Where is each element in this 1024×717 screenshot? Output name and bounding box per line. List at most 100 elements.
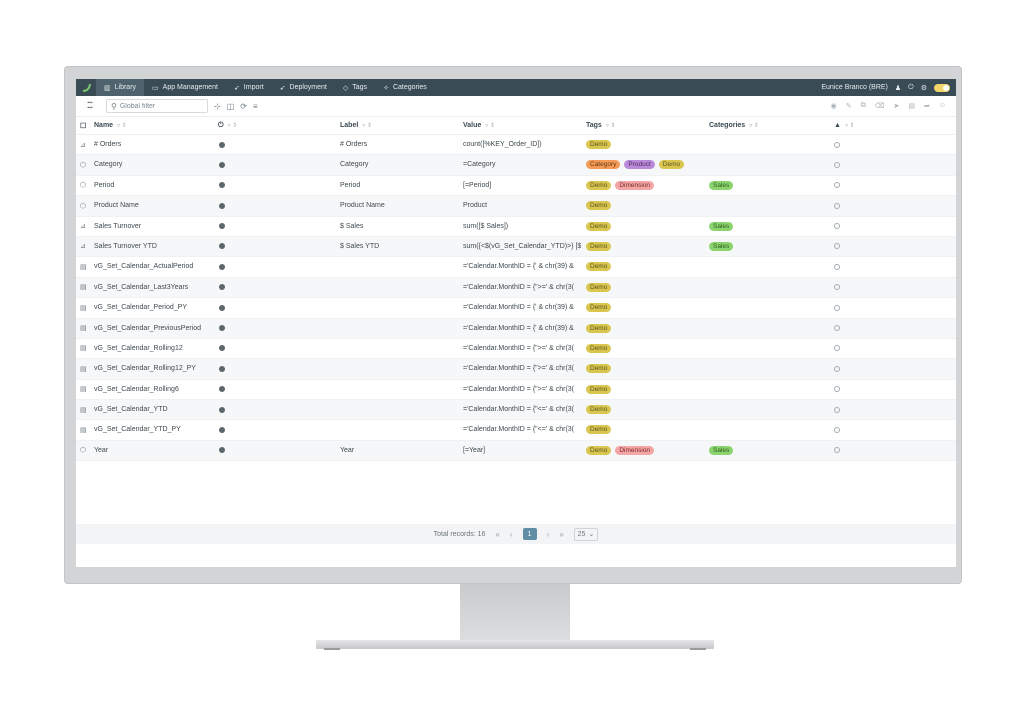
tag-badge[interactable]: Demo — [658, 160, 685, 170]
tag-badge[interactable]: Demo — [586, 405, 612, 415]
published-status[interactable] — [834, 278, 844, 297]
radio-indicator[interactable] — [834, 345, 840, 352]
table-row[interactable]: ▤ vG_Set_Calendar_Last3Years ='Calendar.Mo… — [76, 277, 956, 299]
column-value[interactable]: Value ▿ ⇕ — [463, 122, 495, 129]
radio-indicator[interactable] — [834, 161, 840, 168]
filter-icon[interactable]: ▿ ⇕ — [117, 123, 127, 129]
user-assign-icon[interactable]: ☺ — [938, 102, 946, 109]
published-column-icon[interactable]: ▲ ▿ ⇕ — [834, 122, 855, 129]
tag-badge[interactable]: Demo — [586, 180, 612, 190]
column-tags[interactable]: Tags ▿ ⇕ — [586, 122, 616, 129]
table-row[interactable]: ⊿ Sales Turnover $ Sales sum([$ Sales]) Demo… — [76, 217, 956, 237]
radio-indicator[interactable] — [834, 182, 840, 189]
table-row[interactable]: ▤ vG_Set_Calendar_YTD_PY ='Calendar.MonthI… — [76, 420, 956, 441]
radio-indicator[interactable] — [834, 304, 840, 311]
prev-page-icon[interactable]: ‹ — [509, 529, 513, 539]
tag-badge[interactable]: Demo — [586, 384, 612, 394]
filter-icon[interactable]: ▿ ⇕ — [362, 123, 373, 129]
row-name[interactable]: # Orders — [94, 141, 122, 148]
nav-item-1[interactable]: ▭ App Management — [144, 79, 226, 96]
table-row[interactable]: ▤ vG_Set_Calendar_ActualPeriod ='Calendar.… — [76, 257, 956, 278]
tag-badge[interactable]: Product — [624, 160, 655, 170]
nav-item-4[interactable]: ◇ Tags — [335, 79, 375, 96]
column-label[interactable]: Label ▿ ⇕ — [340, 122, 372, 129]
tag-badge[interactable]: Demo — [586, 323, 612, 333]
filter-icon[interactable]: ▿ ⇕ — [844, 123, 855, 129]
row-name[interactable]: Period — [94, 181, 115, 189]
filter-clear-icon[interactable]: ⊹ — [214, 101, 221, 111]
category-badge[interactable]: Sales — [709, 180, 734, 190]
tag-badge[interactable]: Demo — [586, 201, 612, 211]
published-status[interactable] — [834, 319, 844, 338]
tag-badge[interactable]: Demo — [586, 364, 612, 374]
radio-indicator[interactable] — [834, 284, 840, 291]
row-name[interactable]: Category — [94, 161, 123, 169]
column-categories[interactable]: Categories ▿ ⇕ — [709, 122, 759, 129]
radio-indicator[interactable] — [834, 426, 840, 433]
tag-badge[interactable]: Demo — [586, 282, 612, 292]
radio-indicator[interactable] — [834, 223, 840, 230]
published-status[interactable] — [834, 217, 844, 236]
filter-icon[interactable]: ▿ ⇕ — [749, 123, 759, 129]
published-status[interactable] — [834, 420, 844, 439]
global-filter-input[interactable] — [119, 102, 198, 110]
published-status[interactable] — [834, 237, 844, 256]
copy-icon[interactable]: ⧉ — [860, 102, 866, 109]
published-status[interactable] — [834, 441, 844, 460]
select-all-checkbox[interactable]: ☐ — [80, 122, 87, 130]
category-badge[interactable]: Sales — [709, 241, 734, 251]
tag-badge[interactable]: Demo — [586, 262, 612, 272]
category-badge[interactable]: Sales — [709, 221, 734, 231]
row-name[interactable]: vG_Set_Calendar_Last3Years — [94, 283, 189, 291]
edit-icon[interactable]: ✎ — [845, 103, 852, 110]
tag-badge[interactable]: Demo — [586, 221, 612, 231]
radio-indicator[interactable] — [834, 263, 840, 270]
published-status[interactable] — [834, 339, 844, 358]
tag-badge[interactable]: Dimension — [615, 180, 655, 190]
list-settings-icon[interactable]: ≡ — [252, 101, 258, 111]
nav-item-3[interactable]: ➶ Deployment — [272, 79, 335, 96]
table-row[interactable]: ⊿ # Orders # Orders count([%KEY_Order_ID]) D… — [76, 135, 956, 156]
published-status[interactable] — [834, 380, 844, 399]
column-name[interactable]: Name ▿ ⇕ — [94, 122, 127, 129]
row-name[interactable]: Year — [94, 446, 109, 454]
row-name[interactable]: vG_Set_Calendar_Rolling12_PY — [94, 365, 196, 373]
table-row[interactable]: ⬡ Period Period [=Period] Demo Dimension Sales — [76, 176, 956, 197]
row-name[interactable]: Sales Turnover — [94, 222, 142, 230]
filter-icon[interactable]: ▿ ⇕ — [227, 123, 238, 129]
row-name[interactable]: vG_Set_Calendar_Rolling12 — [94, 344, 183, 352]
table-row[interactable]: ⬡ Year Year [=Year] Demo Dimension Sales — [76, 440, 956, 462]
table-row[interactable]: ⬡ Product Name Product Name Product Demo — [76, 196, 956, 217]
radio-indicator[interactable] — [834, 447, 840, 454]
published-status[interactable] — [834, 298, 844, 317]
row-name[interactable]: Sales Turnover YTD — [94, 242, 157, 250]
user-name[interactable]: Eunice Branco (BRE) — [821, 84, 888, 91]
radio-indicator[interactable] — [834, 243, 840, 250]
tag-badge[interactable]: Demo — [586, 241, 612, 251]
global-filter[interactable]: ⚲ — [106, 99, 208, 113]
category-badge[interactable]: Sales — [709, 445, 734, 455]
columns-icon[interactable]: ◫ — [226, 101, 235, 111]
tag-badge[interactable]: Demo — [586, 343, 612, 353]
table-row[interactable]: ▤ vG_Set_Calendar_Period_PY ='Calendar.Mon… — [76, 298, 956, 319]
radio-indicator[interactable] — [834, 386, 840, 393]
view-icon[interactable]: ◉ — [830, 103, 837, 110]
row-name[interactable]: vG_Set_Calendar_ActualPeriod — [94, 263, 194, 271]
table-row[interactable]: ▤ vG_Set_Calendar_Rolling12_PY ='Calendar.… — [76, 359, 956, 380]
radio-indicator[interactable] — [834, 365, 840, 372]
radio-indicator[interactable] — [834, 202, 840, 209]
table-row[interactable]: ⬡ Category Category =Category Category Produc… — [76, 155, 956, 176]
current-page-button[interactable]: 1 — [522, 528, 537, 540]
table-row[interactable]: ▤ vG_Set_Calendar_Rolling12 ='Calendar.Mon… — [76, 339, 956, 360]
radio-indicator[interactable] — [834, 325, 840, 332]
status-column-icon[interactable]: ⏻ ▿ ⇕ — [218, 121, 238, 130]
row-name[interactable]: vG_Set_Calendar_PreviousPeriod — [94, 324, 202, 332]
nav-item-5[interactable]: ✧ Categories — [375, 79, 435, 96]
table-row[interactable]: ▤ vG_Set_Calendar_PreviousPeriod ='Calenda… — [76, 318, 956, 339]
gear-icon[interactable]: ⚙ — [920, 84, 927, 92]
row-name[interactable]: vG_Set_Calendar_YTD — [94, 406, 168, 414]
filter-icon[interactable]: ▿ ⇕ — [605, 123, 616, 129]
tag-badge[interactable]: Category — [586, 160, 621, 170]
next-page-icon[interactable]: › — [546, 529, 550, 539]
tag-badge[interactable]: Demo — [586, 303, 612, 313]
